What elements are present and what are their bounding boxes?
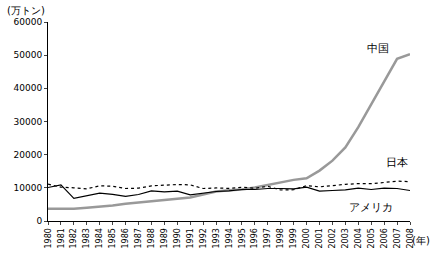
svg-text:1986: 1986 bbox=[121, 228, 130, 248]
svg-text:1980: 1980 bbox=[44, 228, 53, 248]
svg-text:1981: 1981 bbox=[57, 228, 66, 248]
svg-text:2001: 2001 bbox=[315, 228, 324, 248]
svg-text:1982: 1982 bbox=[69, 228, 78, 248]
svg-text:2003: 2003 bbox=[341, 228, 350, 248]
svg-text:1990: 1990 bbox=[173, 228, 182, 248]
svg-text:2006: 2006 bbox=[380, 228, 389, 248]
svg-text:(万トン): (万トン) bbox=[7, 5, 45, 16]
svg-text:日本: 日本 bbox=[386, 156, 408, 169]
svg-text:1983: 1983 bbox=[82, 228, 91, 248]
svg-text:1997: 1997 bbox=[263, 228, 272, 248]
svg-text:1985: 1985 bbox=[108, 228, 117, 248]
svg-text:1988: 1988 bbox=[147, 228, 156, 248]
svg-text:2007: 2007 bbox=[393, 228, 402, 248]
svg-text:60000: 60000 bbox=[14, 17, 43, 27]
svg-text:1995: 1995 bbox=[238, 228, 247, 248]
svg-text:2004: 2004 bbox=[354, 228, 363, 248]
svg-text:2000: 2000 bbox=[302, 228, 311, 248]
svg-text:10000: 10000 bbox=[14, 183, 43, 193]
svg-text:1989: 1989 bbox=[160, 228, 169, 248]
svg-text:1984: 1984 bbox=[95, 228, 104, 248]
svg-text:50000: 50000 bbox=[14, 50, 43, 60]
svg-text:1994: 1994 bbox=[225, 228, 234, 248]
svg-text:アメリカ: アメリカ bbox=[349, 201, 393, 214]
svg-text:1992: 1992 bbox=[199, 228, 208, 248]
svg-text:20000: 20000 bbox=[14, 150, 43, 160]
svg-text:0: 0 bbox=[36, 216, 42, 226]
svg-text:1987: 1987 bbox=[134, 228, 143, 248]
svg-text:40000: 40000 bbox=[14, 83, 43, 93]
svg-text:2005: 2005 bbox=[367, 228, 376, 248]
svg-text:1996: 1996 bbox=[250, 228, 259, 248]
svg-text:中国: 中国 bbox=[367, 42, 389, 55]
svg-text:(年): (年) bbox=[412, 235, 430, 246]
svg-text:2008: 2008 bbox=[406, 228, 415, 248]
svg-text:1998: 1998 bbox=[276, 228, 285, 248]
svg-text:1999: 1999 bbox=[289, 228, 298, 248]
svg-text:1993: 1993 bbox=[212, 228, 221, 248]
svg-text:30000: 30000 bbox=[14, 117, 43, 127]
svg-text:1991: 1991 bbox=[186, 228, 195, 248]
svg-text:2002: 2002 bbox=[328, 228, 337, 248]
